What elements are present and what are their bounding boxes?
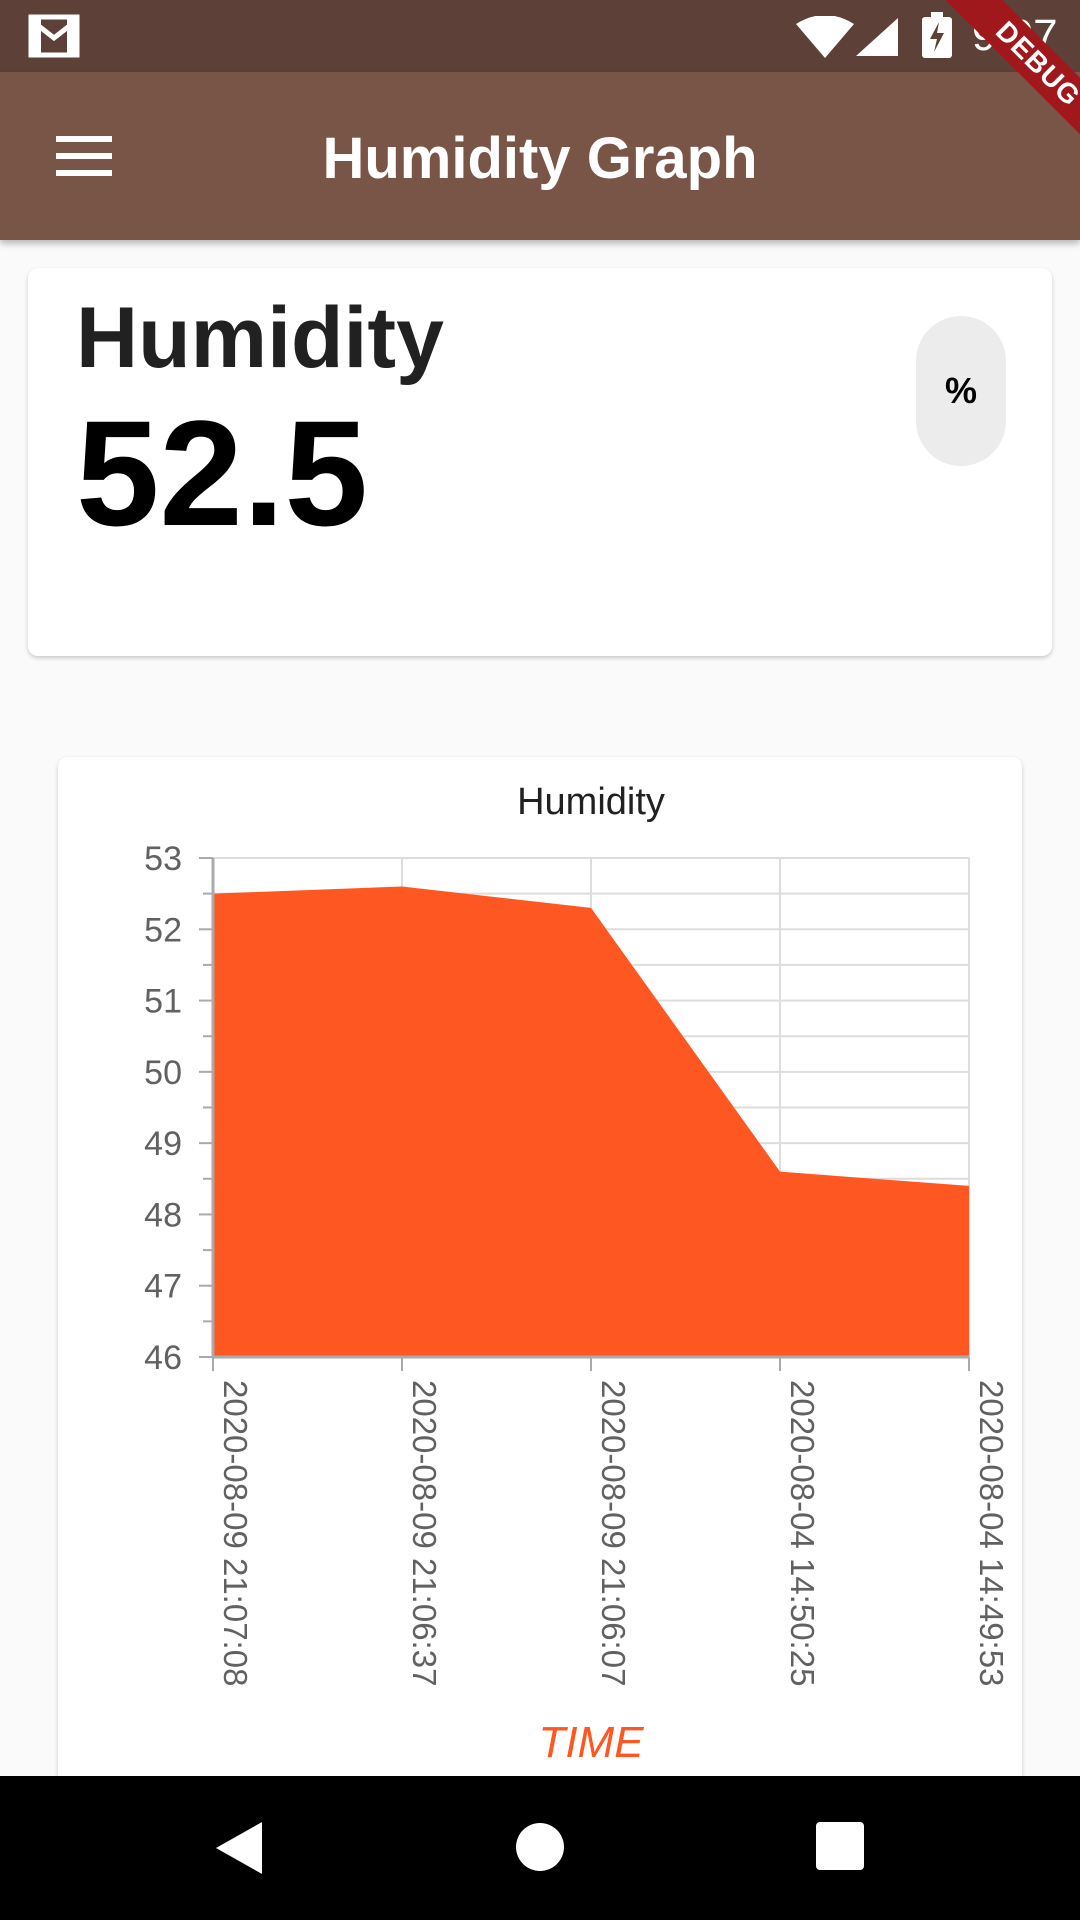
humidity-chart: Humidity 46 47 48 49 50 51 52 53 2020-08-09 21:07… [144, 781, 1010, 1767]
wifi-icon [796, 16, 854, 58]
menu-icon[interactable] [56, 136, 112, 176]
y-tick-label: 49 [144, 1125, 182, 1163]
battery-charging-icon [922, 12, 952, 58]
y-tick-label: 52 [144, 911, 182, 949]
home-icon[interactable] [515, 1822, 565, 1872]
chart-title: Humidity [517, 781, 665, 823]
mail-icon [28, 14, 80, 58]
y-tick-label: 46 [144, 1339, 182, 1377]
navigation-bar [0, 1776, 1080, 1920]
x-tick-label: 2020-08-09 21:07:08 [217, 1380, 254, 1686]
status-clock: 9:07 [972, 11, 1058, 60]
app-bar: Humidity Graph [0, 72, 1080, 240]
y-tick-label: 48 [144, 1196, 182, 1234]
y-tick-label: 51 [144, 983, 182, 1021]
app-bar-title: Humidity Graph [322, 126, 758, 191]
x-tick-label: 2020-08-04 14:50:25 [784, 1380, 821, 1686]
status-bar: 9:07 [0, 0, 1080, 72]
unit-chip[interactable]: % [916, 316, 1006, 466]
signal-icon [856, 18, 898, 56]
recents-icon[interactable] [816, 1822, 864, 1870]
x-tick-label: 2020-08-04 14:49:53 [973, 1380, 1010, 1686]
area-series [213, 886, 969, 1357]
y-tick-label: 50 [144, 1054, 182, 1092]
reading-label: Humidity [76, 290, 444, 386]
x-axis-title: TIME [538, 1718, 644, 1767]
x-tick-label: 2020-08-09 21:06:37 [406, 1380, 443, 1686]
x-tick-label: 2020-08-09 21:06:07 [595, 1380, 632, 1686]
humidity-value-card: Humidity 52.5 % [28, 268, 1052, 656]
y-tick-label: 53 [144, 840, 182, 878]
back-icon[interactable] [216, 1822, 262, 1874]
reading-value: 52.5 [76, 389, 368, 557]
humidity-chart-card: Humidity 46 47 48 49 50 51 52 53 2020-08-09 21:07… [58, 757, 1022, 1920]
y-tick-label: 47 [144, 1268, 182, 1306]
